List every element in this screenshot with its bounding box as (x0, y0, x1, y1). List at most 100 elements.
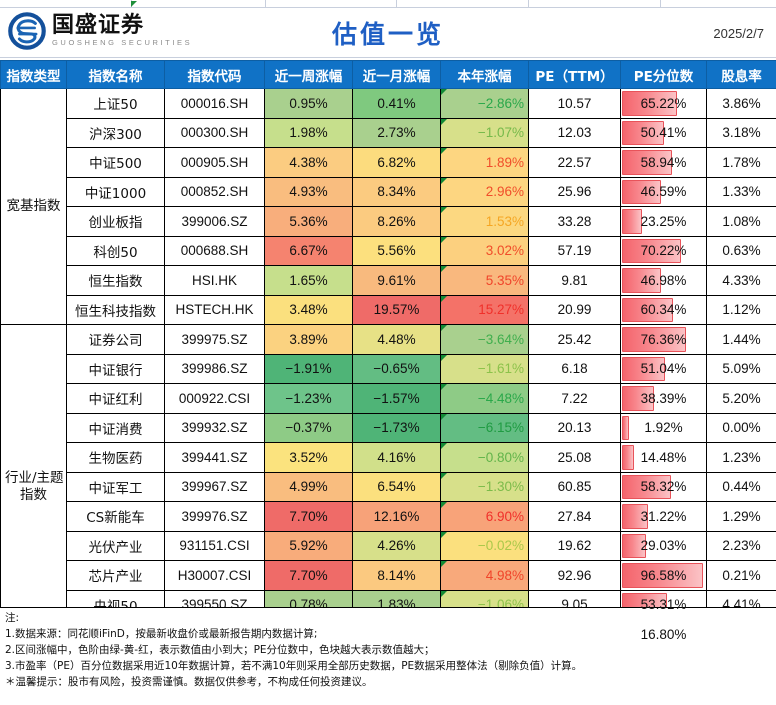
month-change-cell[interactable]: −1.73% (352, 412, 441, 443)
pe-percentile-cell[interactable]: 58.32% (620, 471, 707, 502)
week-change-cell[interactable]: 7.70% (264, 501, 353, 532)
pe-ttm-cell[interactable]: 22.57 (528, 147, 621, 178)
pe-ttm-cell[interactable]: 12.03 (528, 117, 621, 148)
ytd-change-cell[interactable]: −1.07% (440, 117, 529, 148)
index-name-cell[interactable]: 上证50 (66, 88, 165, 119)
dividend-yield-cell[interactable]: 1.33% (706, 176, 776, 207)
dividend-yield-cell[interactable]: 1.78% (706, 147, 776, 178)
pe-percentile-cell[interactable]: 70.22% (620, 235, 707, 266)
index-code-cell[interactable]: 399975.SZ (164, 324, 265, 355)
pe-percentile-cell[interactable]: 31.22% (620, 501, 707, 532)
pe-percentile-cell[interactable]: 14.48% (620, 442, 707, 473)
ytd-change-cell[interactable]: −0.02% (440, 530, 529, 561)
pe-percentile-cell[interactable]: 53.31% (620, 589, 707, 620)
pe-ttm-cell[interactable]: 19.62 (528, 530, 621, 561)
col-header-week-change[interactable]: 近一周涨幅 (264, 60, 353, 89)
pe-ttm-cell[interactable]: 20.99 (528, 294, 621, 325)
dividend-yield-cell[interactable]: 1.23% (706, 442, 776, 473)
dividend-yield-cell[interactable]: 5.09% (706, 353, 776, 384)
index-code-cell[interactable]: 399441.SZ (164, 442, 265, 473)
month-change-cell[interactable]: 8.14% (352, 560, 441, 591)
index-code-cell[interactable]: 399006.SZ (164, 206, 265, 237)
col-header-pe-ttm[interactable]: PE（TTM） (528, 60, 621, 89)
pe-ttm-cell[interactable]: 57.19 (528, 235, 621, 266)
ytd-change-cell[interactable]: −2.86% (440, 88, 529, 119)
index-code-cell[interactable]: 000852.SH (164, 176, 265, 207)
ytd-change-cell[interactable]: 4.98% (440, 560, 529, 591)
week-change-cell[interactable]: −1.23% (264, 383, 353, 414)
index-code-cell[interactable]: 000922.CSI (164, 383, 265, 414)
pe-percentile-cell[interactable]: 96.58% (620, 560, 707, 591)
dividend-yield-cell[interactable]: 5.20% (706, 383, 776, 414)
week-change-cell[interactable]: 7.70% (264, 560, 353, 591)
ytd-change-cell[interactable]: −6.15% (440, 412, 529, 443)
col-header-index-type[interactable]: 指数类型 (0, 60, 67, 89)
ytd-change-cell[interactable]: −3.64% (440, 324, 529, 355)
index-code-cell[interactable]: 399976.SZ (164, 501, 265, 532)
dividend-yield-cell[interactable]: 1.08% (706, 206, 776, 237)
index-name-cell[interactable]: 恒生科技指数 (66, 294, 165, 325)
index-code-cell[interactable]: 000905.SH (164, 147, 265, 178)
month-change-cell[interactable]: 12.16% (352, 501, 441, 532)
month-change-cell[interactable]: 6.54% (352, 471, 441, 502)
pe-ttm-cell[interactable]: 33.28 (528, 206, 621, 237)
month-change-cell[interactable]: 4.16% (352, 442, 441, 473)
index-name-cell[interactable]: 中证军工 (66, 471, 165, 502)
dividend-yield-cell[interactable]: 1.44% (706, 324, 776, 355)
ytd-change-cell[interactable]: 3.02% (440, 235, 529, 266)
ytd-change-cell[interactable]: −4.48% (440, 383, 529, 414)
week-change-cell[interactable]: 4.99% (264, 471, 353, 502)
col-header-index-name[interactable]: 指数名称 (66, 60, 165, 89)
pe-ttm-cell[interactable]: 92.96 (528, 560, 621, 591)
week-change-cell[interactable]: 5.92% (264, 530, 353, 561)
pe-ttm-cell[interactable]: 10.57 (528, 88, 621, 119)
dividend-yield-cell[interactable]: 1.29% (706, 501, 776, 532)
pe-ttm-cell[interactable]: 60.85 (528, 471, 621, 502)
week-change-cell[interactable]: 1.65% (264, 265, 353, 296)
index-name-cell[interactable]: 中证消费 (66, 412, 165, 443)
pe-ttm-cell[interactable]: 27.84 (528, 501, 621, 532)
index-category-cell[interactable]: 宽基指数 (0, 88, 67, 325)
week-change-cell[interactable]: −1.91% (264, 353, 353, 384)
index-code-cell[interactable]: 399986.SZ (164, 353, 265, 384)
col-header-pe-percentile[interactable]: PE分位数 (620, 60, 707, 89)
index-name-cell[interactable]: 恒生指数 (66, 265, 165, 296)
month-change-cell[interactable]: 5.56% (352, 235, 441, 266)
index-code-cell[interactable]: HSI.HK (164, 265, 265, 296)
pe-ttm-cell[interactable]: 25.08 (528, 442, 621, 473)
week-change-cell[interactable]: 6.67% (264, 235, 353, 266)
ytd-change-cell[interactable]: −1.61% (440, 353, 529, 384)
dividend-yield-cell[interactable]: 1.12% (706, 294, 776, 325)
week-change-cell[interactable]: 4.93% (264, 176, 353, 207)
dividend-yield-cell[interactable]: 2.23% (706, 530, 776, 561)
col-header-ytd-change[interactable]: 本年涨幅 (440, 60, 529, 89)
index-name-cell[interactable]: 中证1000 (66, 176, 165, 207)
pe-percentile-cell[interactable]: 58.94% (620, 147, 707, 178)
month-change-cell[interactable]: 8.34% (352, 176, 441, 207)
index-name-cell[interactable]: 创业板指 (66, 206, 165, 237)
index-code-cell[interactable]: 399932.SZ (164, 412, 265, 443)
pe-ttm-cell[interactable]: 7.22 (528, 383, 621, 414)
pe-percentile-cell[interactable]: 23.25% (620, 206, 707, 237)
col-header-dividend-yield[interactable]: 股息率 (706, 60, 776, 89)
pe-ttm-cell[interactable]: 25.96 (528, 176, 621, 207)
dividend-yield-cell[interactable]: 0.21% (706, 560, 776, 591)
pe-percentile-cell[interactable]: 65.22% (620, 88, 707, 119)
dividend-yield-cell[interactable]: 0.00% (706, 412, 776, 443)
index-name-cell[interactable]: 证券公司 (66, 324, 165, 355)
index-name-cell[interactable]: 中证银行 (66, 353, 165, 384)
ytd-change-cell[interactable]: 2.96% (440, 176, 529, 207)
ytd-change-cell[interactable]: 1.53% (440, 206, 529, 237)
pe-percentile-cell[interactable]: 51.04% (620, 353, 707, 384)
index-code-cell[interactable]: 931151.CSI (164, 530, 265, 561)
pe-percentile-cell[interactable]: 29.03% (620, 530, 707, 561)
pe-ttm-cell[interactable]: 6.18 (528, 353, 621, 384)
week-change-cell[interactable]: 0.95% (264, 88, 353, 119)
week-change-cell[interactable]: 3.48% (264, 294, 353, 325)
month-change-cell[interactable]: 8.26% (352, 206, 441, 237)
week-change-cell[interactable]: 5.36% (264, 206, 353, 237)
month-change-cell[interactable]: 2.73% (352, 117, 441, 148)
week-change-cell[interactable]: 1.98% (264, 117, 353, 148)
col-header-month-change[interactable]: 近一月涨幅 (352, 60, 441, 89)
dividend-yield-cell[interactable]: 0.44% (706, 471, 776, 502)
